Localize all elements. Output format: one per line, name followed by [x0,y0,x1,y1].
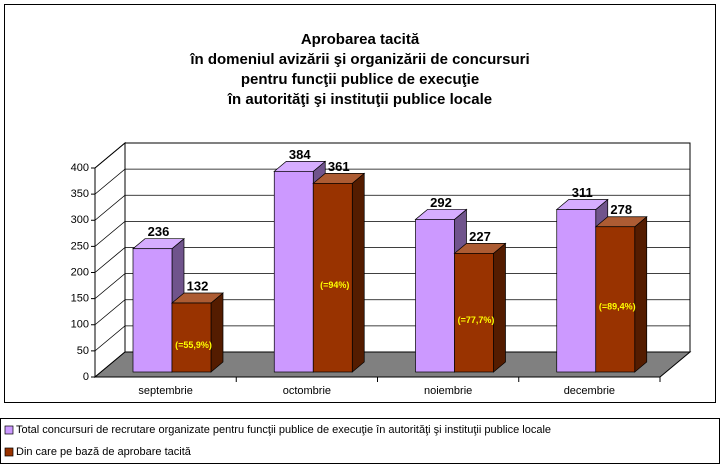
chart-title: Aprobarea tacită [301,31,420,48]
x-tick-label: decembrie [564,385,615,397]
data-label: 292 [430,195,452,210]
y-tick-label: 100 [71,319,89,331]
bar [556,209,597,373]
grid-line [94,168,690,195]
chart-title: în domeniul avizării şi organizării de c… [189,51,529,68]
chart-title: pentru funcţii publice de execuţie [241,71,479,88]
x-tick-label: octombrie [283,385,331,397]
bar-side [634,215,648,373]
data-label: 311 [572,185,593,200]
x-tick-label: septembrie [138,385,192,397]
bar-side [493,242,506,373]
y-tick-label: 250 [71,240,89,252]
bar [595,226,636,373]
y-tick-label: 300 [71,214,89,226]
legend-label: Din care pe bază de aprobare tacită [16,446,192,458]
bar-side [210,292,224,373]
x-tick-label: noiembrie [424,385,472,397]
percent-label: (=55,9%) [175,340,212,350]
y-tick-label: 350 [71,188,89,200]
y-tick-label: 50 [77,345,89,357]
bar [132,248,173,373]
data-label: 278 [610,202,632,217]
bar [312,183,353,373]
y-tick-label: 150 [71,293,89,305]
bar-side [351,172,365,373]
y-tick-label: 0 [83,371,89,383]
grid-line [94,194,690,221]
percent-label: (=89,4%) [599,302,636,312]
bar [273,171,314,373]
data-label: 361 [328,159,350,174]
grid-line [94,220,690,247]
chart-title: în autorităţi şi instituţii publice loca… [227,91,492,108]
data-label: 227 [469,229,491,244]
legend-label: Total concursuri de recrutare organizate… [16,424,551,436]
legend-swatch [4,447,14,457]
bar [454,253,494,373]
data-label: 236 [148,224,170,239]
data-label: 384 [289,147,311,162]
bar [171,302,212,373]
grid-line [94,142,690,169]
data-label: 132 [187,278,209,293]
y-tick-label: 400 [71,162,89,174]
percent-label: (=94%) [320,280,349,290]
bar [415,219,455,373]
y-tick-label: 200 [71,266,89,278]
legend-box [0,418,720,464]
legend-swatch [4,425,14,435]
percent-label: (=77,7%) [458,315,495,325]
